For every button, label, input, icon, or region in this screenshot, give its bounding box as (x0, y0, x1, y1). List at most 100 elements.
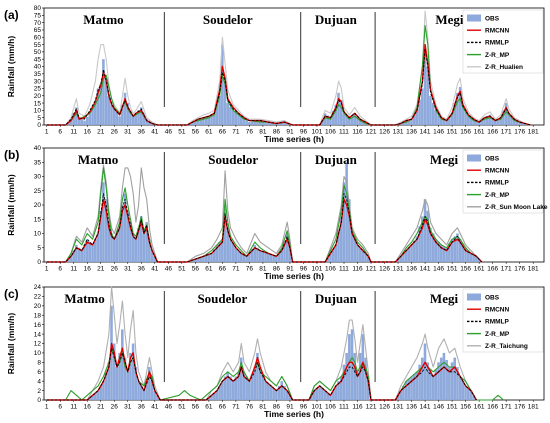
obs-bar (153, 390, 157, 400)
obs-bar (218, 385, 221, 400)
legend-label: RMCNN (485, 28, 509, 35)
legend-label: OBS (485, 294, 500, 301)
obs-bar (102, 381, 105, 400)
x-tick-label: 56 (192, 129, 200, 136)
obs-bar (99, 84, 102, 125)
obs-bar (134, 239, 138, 262)
y-tick-label: 12 (34, 341, 42, 348)
obs-bar (358, 247, 362, 262)
x-tick-label: 31 (124, 129, 132, 136)
x-tick-label: 166 (487, 404, 498, 411)
obs-bar (345, 162, 348, 262)
obs-bar (402, 253, 405, 262)
obs-bar (242, 119, 246, 125)
obs-bar (261, 251, 265, 262)
y-tick-label: 30 (34, 174, 42, 181)
obs-bar (437, 362, 440, 400)
obs-bar (194, 259, 197, 262)
obs-bar (442, 246, 446, 262)
legend-label: Z-R_MP (485, 331, 510, 338)
obs-bar (331, 249, 335, 262)
obs-bar (450, 362, 454, 400)
x-tick-label: 141 (420, 129, 431, 136)
legend-swatch (467, 293, 481, 301)
series-line (46, 347, 477, 401)
obs-bar (112, 107, 116, 125)
obs-bar (423, 51, 427, 125)
obs-bar (153, 256, 157, 262)
obs-bar (212, 113, 216, 125)
obs-bar (523, 123, 527, 125)
legend-label: Z-R_MP (485, 52, 510, 59)
obs-bar (272, 255, 275, 262)
x-tick-label: 101 (312, 404, 323, 411)
obs-bar (94, 392, 97, 400)
obs-bar (99, 385, 102, 400)
obs-bar (410, 376, 413, 400)
obs-bar (491, 117, 494, 125)
x-tick-label: 86 (273, 129, 281, 136)
y-tick-label: 80 (34, 5, 42, 12)
y-axis-title: Rainfall (mm/h) (6, 313, 16, 375)
obs-bar (353, 352, 357, 400)
obs-bar (348, 199, 351, 262)
obs-bar (399, 256, 402, 262)
x-tick-label: 106 (325, 266, 336, 273)
y-tick-label: 75 (34, 13, 42, 20)
obs-bar (226, 371, 229, 400)
x-tick-label: 86 (273, 266, 281, 273)
obs-bar (275, 256, 278, 262)
obs-bar (202, 117, 205, 125)
obs-bar (226, 103, 229, 125)
obs-bar (412, 114, 416, 125)
obs-bar (429, 369, 432, 400)
x-tick-label: 156 (460, 404, 471, 411)
obs-bar (99, 210, 102, 262)
obs-bar (415, 236, 419, 262)
obs-bar (96, 390, 100, 400)
y-tick-label: 15 (34, 216, 42, 223)
legend-label: OBS (485, 15, 500, 22)
y-tick-label: 40 (34, 64, 42, 71)
obs-bar (118, 227, 121, 262)
x-tick-label: 126 (379, 266, 390, 273)
x-tick-label: 26 (111, 129, 119, 136)
obs-bar (442, 119, 446, 125)
obs-bar (418, 99, 421, 125)
obs-bar (453, 236, 457, 262)
obs-bar (331, 111, 335, 125)
x-tick-label: 76 (246, 404, 254, 411)
x-tick-label: 146 (433, 266, 444, 273)
obs-bar (102, 182, 105, 262)
y-tick-label: 22 (34, 294, 42, 301)
obs-bar (504, 103, 508, 125)
x-tick-label: 146 (433, 129, 444, 136)
obs-bar (137, 110, 140, 125)
obs-bar (280, 121, 284, 125)
obs-bar (272, 123, 275, 125)
obs-bar (315, 388, 319, 400)
x-tick-label: 11 (70, 129, 77, 136)
obs-bar (329, 117, 332, 125)
legend-label: OBS (485, 155, 500, 162)
obs-bar (472, 395, 475, 400)
obs-bar (283, 242, 286, 262)
obs-bar (150, 381, 154, 400)
x-tick-label: 176 (514, 129, 525, 136)
obs-bar (437, 242, 440, 262)
x-tick-label: 36 (138, 266, 146, 273)
obs-bar (269, 122, 273, 125)
obs-bar (253, 121, 257, 125)
obs-bar (123, 92, 127, 125)
obs-bar (237, 113, 240, 125)
legend-label: RMMLP (485, 40, 509, 47)
obs-bar (396, 395, 400, 400)
obs-bar (472, 119, 475, 125)
x-tick-label: 136 (406, 266, 417, 273)
obs-bar (429, 227, 432, 262)
x-tick-label: 21 (97, 404, 105, 411)
x-tick-label: 101 (312, 266, 323, 273)
obs-bar (210, 395, 213, 400)
x-tick-label: 101 (312, 129, 323, 136)
obs-bar (96, 88, 100, 125)
